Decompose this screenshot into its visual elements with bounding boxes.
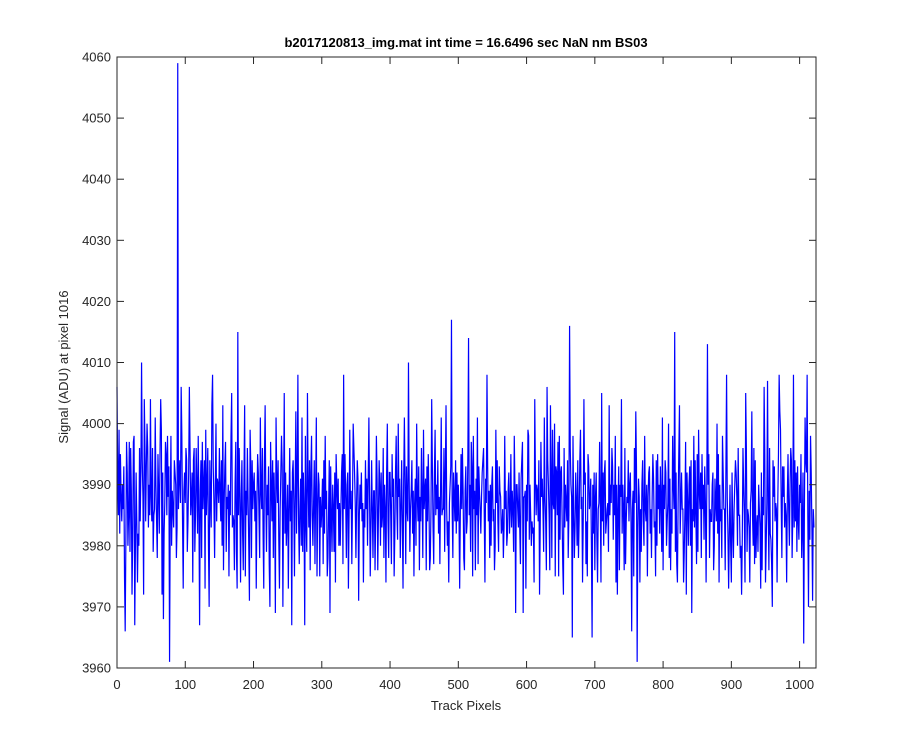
y-tick-label: 4030 (82, 233, 111, 248)
chart-title: b2017120813_img.mat int time = 16.6496 s… (284, 35, 647, 50)
x-tick-label: 900 (721, 677, 743, 692)
series-line-1 (116, 63, 815, 662)
x-axis-label: Track Pixels (431, 698, 502, 713)
y-tick-label: 3990 (82, 477, 111, 492)
y-tick-label: 3960 (82, 661, 111, 676)
x-tick-label: 700 (584, 677, 606, 692)
y-tick-label: 4050 (82, 111, 111, 126)
y-tick-label: 3980 (82, 538, 111, 553)
x-tick-label: 1000 (785, 677, 814, 692)
y-tick-label: 3970 (82, 599, 111, 614)
x-tick-label: 0 (113, 677, 120, 692)
y-tick-label: 4020 (82, 294, 111, 309)
x-tick-label: 100 (174, 677, 196, 692)
x-tick-label: 200 (243, 677, 265, 692)
x-tick-label: 600 (516, 677, 538, 692)
x-tick-label: 400 (379, 677, 401, 692)
x-tick-label: 500 (447, 677, 469, 692)
y-tick-label: 4000 (82, 416, 111, 431)
y-tick-label: 4060 (82, 50, 111, 65)
y-tick-label: 4040 (82, 172, 111, 187)
x-tick-label: 800 (652, 677, 674, 692)
y-tick-label: 4010 (82, 355, 111, 370)
y-axis-label: Signal (ADU) at pixel 1016 (56, 290, 71, 443)
plot-area (117, 57, 816, 668)
x-tick-label: 300 (311, 677, 333, 692)
